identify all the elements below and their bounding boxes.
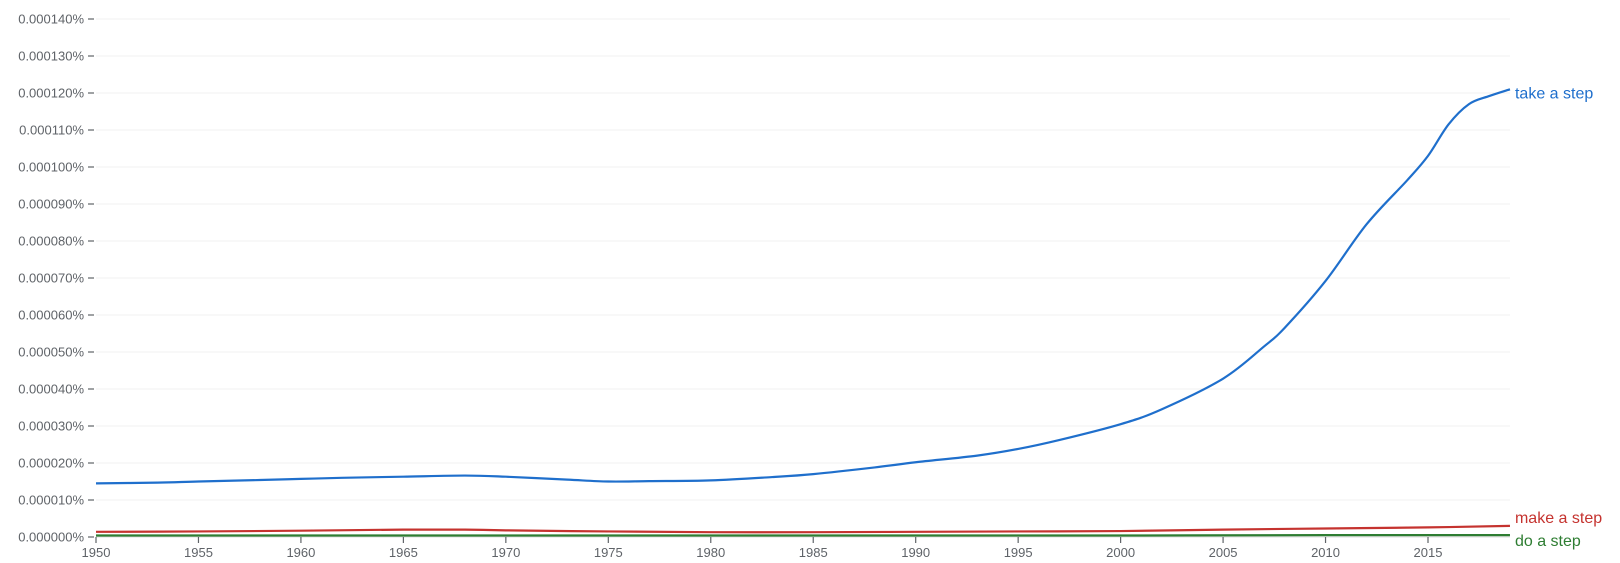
x-tick-label: 2015 xyxy=(1414,545,1443,560)
x-tick-label: 1990 xyxy=(901,545,930,560)
x-tick-label: 1995 xyxy=(1004,545,1033,560)
x-tick-label: 1965 xyxy=(389,545,418,560)
series-label-do-a-step: do a step xyxy=(1515,533,1581,550)
y-tick-label: 0.000000% xyxy=(18,530,84,545)
gridlines xyxy=(96,18,1510,501)
x-axis: 1950 1955 1960 1965 1970 1975 1980 1985 1990 1995… xyxy=(82,536,1510,560)
y-tick-label: 0.000090% xyxy=(18,197,84,212)
y-tick-label: 0.000140% xyxy=(18,12,84,27)
series-label-take-a-step: take a step xyxy=(1515,85,1593,102)
y-tick-label: 0.000030% xyxy=(18,419,84,434)
y-tick-label: 0.000120% xyxy=(18,86,84,101)
y-tick-label: 0.000050% xyxy=(18,345,84,360)
x-tick-label: 2010 xyxy=(1311,545,1340,560)
x-tick-label: 1955 xyxy=(184,545,213,560)
x-tick-label: 1980 xyxy=(696,545,725,560)
y-axis: 0.000000% 0.000010% 0.000020% 0.000030% 0.00… xyxy=(18,12,94,545)
x-tick-label: 1975 xyxy=(594,545,623,560)
y-tick-label: 0.000070% xyxy=(18,271,84,286)
y-tick-label: 0.000080% xyxy=(18,234,84,249)
series-labels: do a step make a step take a step xyxy=(1515,85,1602,550)
series-line-take-a-step xyxy=(95,88,1511,485)
x-tick-label: 1950 xyxy=(82,545,111,560)
y-tick-label: 0.000060% xyxy=(18,308,84,323)
x-tick-label: 2005 xyxy=(1209,545,1238,560)
x-tick-label: 1985 xyxy=(799,545,828,560)
x-tick-label: 2000 xyxy=(1106,545,1135,560)
y-tick-label: 0.000040% xyxy=(18,382,84,397)
x-tick-label: 1960 xyxy=(286,545,315,560)
x-tick-label: 1970 xyxy=(491,545,520,560)
series-label-make-a-step: make a step xyxy=(1515,510,1602,527)
y-tick-label: 0.000130% xyxy=(18,49,84,64)
y-tick-label: 0.000100% xyxy=(18,160,84,175)
y-tick-label: 0.000010% xyxy=(18,493,84,508)
series-line-make-a-step xyxy=(95,524,1510,534)
y-tick-label: 0.000110% xyxy=(19,123,84,138)
y-tick-label: 0.000020% xyxy=(18,456,84,471)
series-lines xyxy=(95,88,1511,537)
